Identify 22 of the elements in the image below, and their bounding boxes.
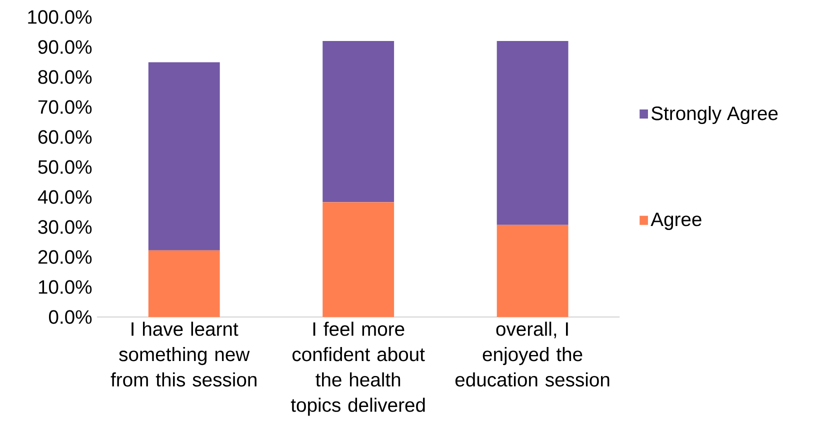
y-tick-label: 10.0% [38,280,92,294]
y-tick-label: 90.0% [38,40,92,54]
bar [322,202,394,317]
bar [496,224,568,317]
bar [322,40,394,202]
x-tick-label: I have learnt something new from this session [110,322,256,387]
y-tick-label: 0.0% [48,310,92,324]
bar [148,250,220,317]
y-tick-label: 40.0% [38,190,92,204]
y-tick-label: 50.0% [38,160,92,174]
x-tick-label: overall, I enjoyed the education session [455,322,610,387]
y-tick-label: 30.0% [38,220,92,234]
x-tick-label: I feel more confident about the health topics delivered [290,322,425,416]
legend-label: Agree [650,212,702,230]
y-tick-label: 70.0% [38,100,92,114]
y-tick-label: 100.0% [28,10,92,24]
y-tick-label: 20.0% [38,250,92,264]
legend-label: Strongly Agree [652,106,778,124]
y-tick-label: 80.0% [38,70,92,84]
bar [496,40,568,225]
y-tick-label: 60.0% [38,130,92,144]
bar [148,62,220,250]
